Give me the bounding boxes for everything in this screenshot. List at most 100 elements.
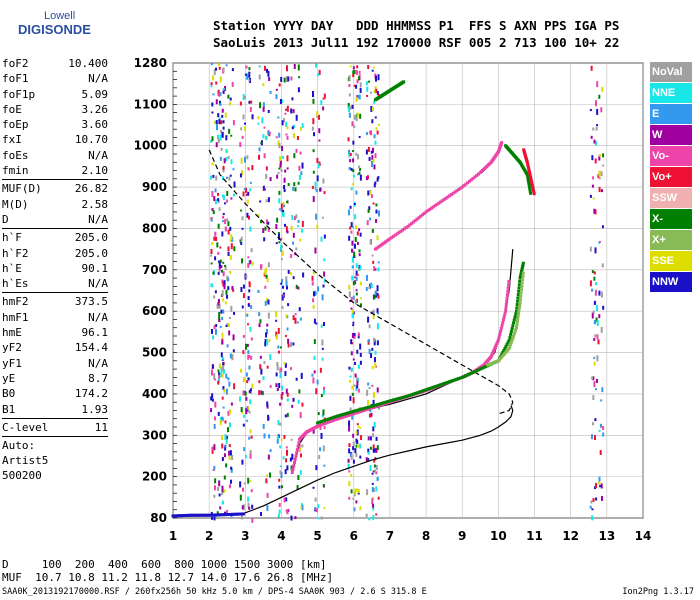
noise-echo [258, 154, 261, 160]
noise-echo [322, 97, 325, 100]
noise-echo [286, 105, 289, 112]
noise-echo [285, 226, 288, 233]
trace-point [506, 286, 510, 290]
noise-echo [323, 271, 326, 277]
noise-echo [249, 453, 252, 459]
noise-echo [378, 210, 381, 217]
noise-echo [261, 391, 264, 396]
param-row: C-level 11 [2, 420, 108, 435]
noise-echo [374, 181, 377, 185]
noise-echo [313, 132, 316, 137]
noise-echo [279, 155, 282, 161]
noise-echo [282, 456, 285, 460]
noise-echo [229, 450, 232, 456]
trace-point [399, 396, 403, 400]
trace-point [408, 393, 412, 397]
param-name: hmE [2, 326, 22, 340]
noise-echo [602, 153, 605, 158]
noise-echo [323, 234, 326, 239]
trace-point [518, 298, 522, 302]
trace-point [417, 390, 421, 394]
noise-echo [278, 478, 281, 482]
noise-echo [210, 262, 213, 265]
noise-echo [264, 136, 267, 141]
noise-echo [281, 392, 284, 396]
noise-echo [314, 181, 317, 188]
noise-echo [352, 497, 355, 500]
noise-echo [219, 102, 222, 106]
noise-echo [213, 485, 216, 491]
noise-echo [285, 446, 288, 449]
noise-echo [247, 496, 250, 502]
trace-point [178, 514, 182, 518]
noise-echo [366, 94, 369, 97]
trace-point [207, 513, 211, 517]
noise-echo [352, 324, 355, 327]
noise-echo [222, 406, 225, 409]
noise-echo [357, 388, 360, 393]
trace-point [361, 409, 365, 413]
muf-value-row: MUF 10.7 10.8 11.2 11.8 12.7 14.0 17.6 2… [2, 571, 334, 584]
x-tick-label: 8 [422, 529, 430, 543]
noise-echo [243, 447, 246, 452]
param-value: N/A [88, 148, 108, 162]
trace-point [502, 348, 506, 352]
noise-echo [352, 150, 355, 153]
noise-echo [594, 100, 597, 107]
noise-echo [275, 372, 278, 377]
noise-echo [348, 166, 351, 170]
noise-echo [229, 479, 232, 484]
trace-point [216, 513, 220, 517]
trace-point [500, 324, 504, 328]
trace-point [200, 513, 204, 517]
noise-echo [262, 106, 265, 112]
noise-echo [317, 412, 320, 416]
noise-echo [290, 225, 293, 231]
noise-echo [287, 269, 290, 274]
noise-echo [349, 375, 352, 378]
trace-point [464, 374, 468, 378]
noise-echo [597, 174, 600, 179]
y-tick-label: 900 [142, 180, 167, 194]
noise-echo [217, 198, 220, 202]
noise-echo [594, 289, 597, 296]
noise-echo [275, 88, 278, 91]
x-tick-label: 7 [386, 529, 394, 543]
trace-point [520, 269, 524, 273]
noise-echo [299, 126, 302, 131]
noise-echo [354, 236, 357, 242]
noise-echo [357, 173, 360, 176]
noise-echo [217, 411, 220, 416]
noise-echo [263, 126, 266, 129]
trace-point [402, 80, 406, 84]
trace-point [229, 512, 233, 516]
noise-echo [267, 312, 270, 319]
noise-echo [349, 379, 352, 383]
noise-echo [365, 286, 368, 291]
trace-point [521, 278, 525, 282]
noise-echo [239, 494, 242, 501]
noise-echo [222, 165, 225, 170]
noise-echo [281, 294, 284, 301]
noise-echo [257, 116, 260, 120]
noise-echo [260, 220, 263, 224]
trace-point [449, 379, 453, 383]
noise-echo [222, 126, 225, 130]
noise-echo [249, 226, 252, 232]
noise-echo [366, 220, 369, 226]
noise-echo [226, 199, 229, 203]
noise-echo [225, 463, 228, 468]
trace-point [516, 313, 520, 317]
noise-echo [231, 285, 234, 290]
noise-echo [284, 334, 287, 337]
noise-echo [290, 254, 293, 259]
noise-echo [591, 184, 594, 188]
trace-point [513, 315, 517, 319]
noise-echo [592, 176, 595, 180]
trace-point [464, 182, 468, 186]
noise-echo [357, 491, 360, 495]
noise-echo [375, 218, 378, 223]
trace-point [411, 220, 415, 224]
trace-point [527, 185, 531, 189]
trace-point [404, 226, 408, 230]
